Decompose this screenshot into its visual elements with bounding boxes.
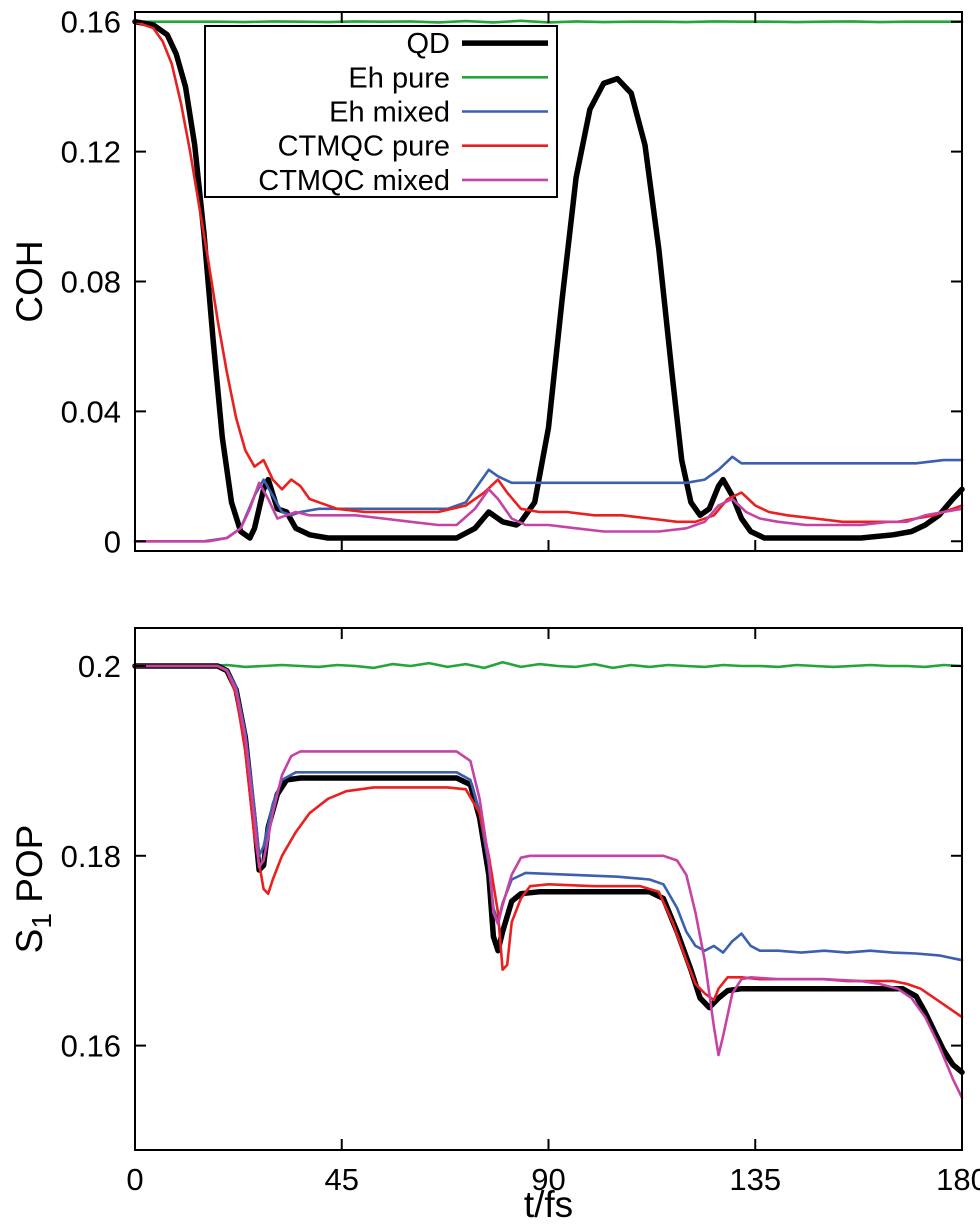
legend-label-ctmqc-pure: CTMQC pure bbox=[278, 131, 450, 163]
series-line-eh-mixed bbox=[133, 455, 964, 543]
x-axis-label: t/fs bbox=[524, 1184, 573, 1224]
y-tick-label: 0.04 bbox=[61, 394, 121, 429]
y-axis-label: S1 POP bbox=[9, 825, 57, 954]
x-tick-label: 45 bbox=[325, 1162, 359, 1197]
x-tick-label: 135 bbox=[729, 1162, 781, 1197]
legend-label-ctmqc-mixed: CTMQC mixed bbox=[258, 165, 450, 197]
series-line-ctmqc-pure bbox=[133, 20, 964, 524]
x-tick-label: 0 bbox=[126, 1162, 143, 1197]
axis-box bbox=[134, 627, 963, 1151]
series-line-eh-pure bbox=[133, 660, 964, 670]
y-tick-label: 0.2 bbox=[78, 649, 121, 684]
panel-1: 0 45 90 135 180 0.16 0.18 0.2 S1 POP t/fs bbox=[9, 627, 980, 1225]
y-tick-label: 0.16 bbox=[61, 1029, 121, 1064]
legend-label-eh-pure: Eh pure bbox=[348, 62, 450, 94]
legend-label-eh-mixed: Eh mixed bbox=[329, 97, 450, 129]
x-tick-label: 90 bbox=[531, 1162, 565, 1197]
legend-label-qd: QD bbox=[407, 28, 451, 60]
y-tick-label: 0.12 bbox=[61, 135, 121, 170]
series-line-qd bbox=[132, 663, 965, 1075]
y-tick-label: 0.16 bbox=[61, 5, 121, 40]
series-line-ctmqc-mixed bbox=[133, 481, 964, 543]
series-line-qd bbox=[132, 18, 965, 541]
y-tick-label: 0.18 bbox=[61, 839, 121, 874]
series-line-ctmqc-mixed bbox=[133, 664, 964, 1100]
y-tick-label: 0.08 bbox=[61, 265, 121, 300]
y-tick-label: 0 bbox=[104, 524, 121, 559]
y-axis-label: COH bbox=[9, 240, 50, 322]
x-tick-label: 180 bbox=[936, 1162, 980, 1197]
series-line-eh-mixed bbox=[133, 664, 964, 962]
